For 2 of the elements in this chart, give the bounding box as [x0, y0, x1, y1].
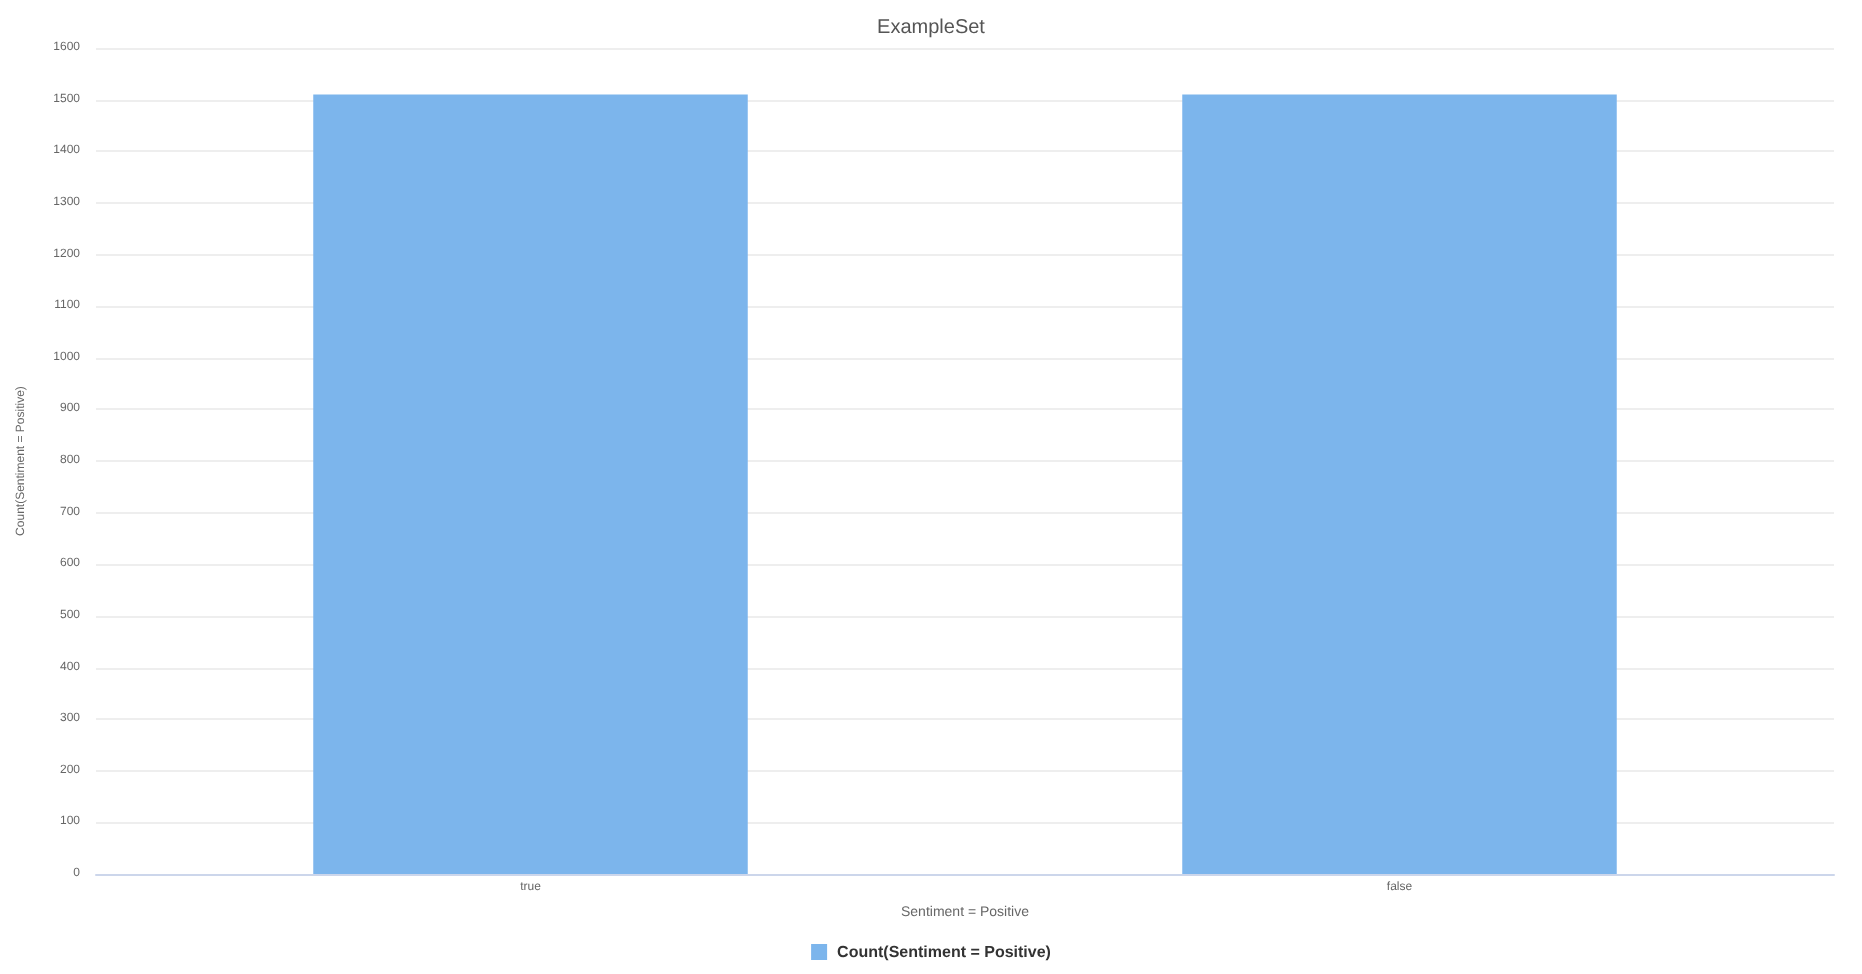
legend-label: Count(Sentiment = Positive) [837, 943, 1052, 961]
chart-title: ExampleSet [877, 17, 986, 39]
